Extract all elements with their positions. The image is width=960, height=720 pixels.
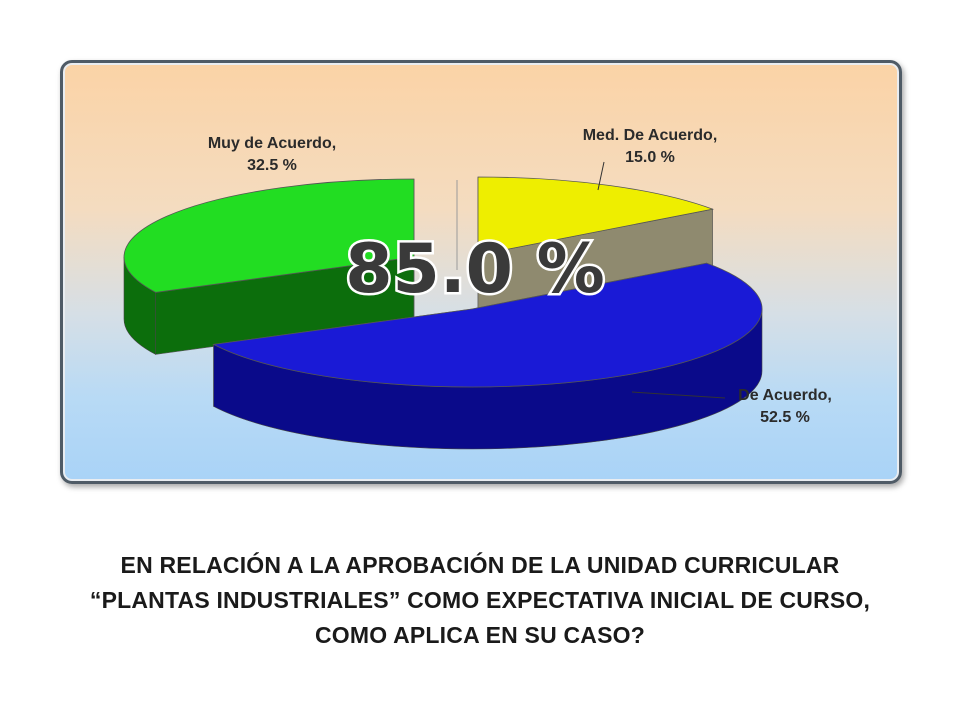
data-label-2: De Acuerdo, 52.5 % bbox=[738, 387, 832, 426]
pie-slice-1 bbox=[477, 176, 715, 318]
caption-line-2: “PLANTAS INDUSTRIALES” COMO EXPECTATIVA … bbox=[89, 587, 871, 613]
overlay-percentage: 85.0 % bbox=[345, 230, 605, 309]
data-label-3: Muy de Acuerdo, 32.5 % bbox=[208, 135, 336, 174]
leader-line-1 bbox=[597, 161, 605, 191]
pie-slice-2 bbox=[212, 262, 763, 450]
slide-caption: EN RELACIÓN A LA APROBACIÓN DE LA UNIDAD… bbox=[40, 548, 920, 653]
caption-line-3: COMO APLICA EN SU CASO? bbox=[314, 622, 645, 648]
data-label-1: Med. De Acuerdo, 15.0 % bbox=[583, 127, 718, 166]
caption-line-1: EN RELACIÓN A LA APROBACIÓN DE LA UNIDAD… bbox=[120, 552, 840, 578]
leader-line-2 bbox=[631, 391, 726, 399]
pie-slice-3 bbox=[123, 178, 415, 355]
